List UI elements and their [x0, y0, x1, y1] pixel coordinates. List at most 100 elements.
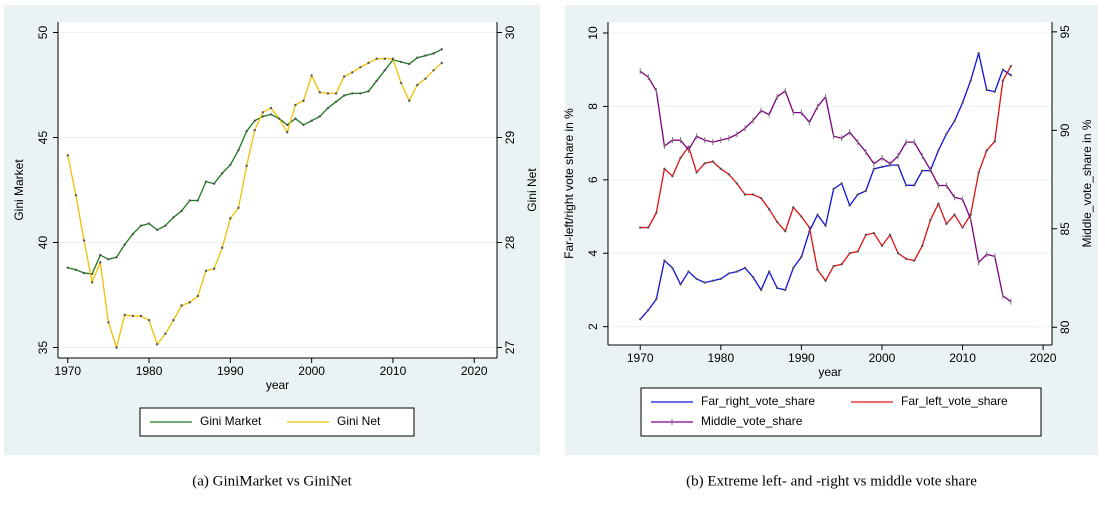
point-marker [671, 174, 674, 178]
point-marker [929, 219, 932, 222]
point-marker [921, 169, 924, 172]
point-marker [391, 57, 395, 60]
y2-axis-title: Gini Net [525, 168, 539, 212]
point-marker [848, 252, 851, 255]
x-axis-title: year [266, 378, 289, 392]
y-axis-title: Gini Market [12, 159, 26, 221]
point-marker [107, 321, 110, 324]
point-marker [131, 314, 134, 318]
point-marker [212, 182, 216, 185]
point-marker [74, 268, 78, 271]
point-marker [832, 264, 835, 268]
point-marker [695, 277, 698, 281]
point-marker [695, 171, 698, 174]
point-marker [985, 149, 988, 152]
point-marker [334, 92, 338, 95]
point-marker [383, 57, 387, 60]
point-marker [164, 224, 167, 227]
point-marker [139, 224, 143, 227]
point-marker [245, 130, 248, 133]
point-marker [155, 228, 159, 232]
point-marker [743, 266, 747, 270]
x-tick-label: 1980 [707, 351, 734, 365]
point-marker [872, 231, 876, 235]
point-marker [1001, 68, 1005, 71]
point-marker [1001, 79, 1005, 82]
y-tick-label: 35 [36, 341, 50, 355]
point-marker [856, 250, 860, 253]
point-marker [743, 193, 747, 196]
point-marker [679, 283, 682, 286]
point-marker [432, 69, 435, 72]
point-marker [864, 233, 868, 237]
y-tick-label: 45 [36, 131, 50, 145]
point-marker [188, 199, 191, 202]
y2-tick-label: 27 [503, 341, 517, 355]
point-marker [123, 243, 126, 246]
point-marker [237, 148, 240, 152]
legend-label: Middle_vote_share [701, 414, 803, 428]
x-tick-label: 1970 [627, 351, 654, 365]
point-marker [204, 180, 208, 183]
point-marker [977, 171, 980, 174]
point-marker [663, 259, 666, 262]
point-marker [888, 233, 892, 237]
point-marker [687, 270, 690, 273]
caption: (a) GiniMarket vs GiniNet [192, 473, 352, 489]
point-marker [408, 62, 411, 66]
y2-tick-label: 90 [1058, 123, 1072, 137]
point-marker [342, 94, 346, 97]
point-marker [286, 131, 289, 134]
point-marker [896, 163, 900, 167]
y2-tick-label: 28 [503, 236, 517, 250]
point-marker [237, 206, 240, 210]
y2-tick-label: 85 [1058, 222, 1072, 236]
point-marker [123, 313, 126, 317]
point-marker [221, 172, 224, 175]
point-marker [719, 167, 723, 171]
point-marker [294, 117, 297, 120]
point-marker [326, 92, 330, 95]
point-marker [302, 123, 305, 127]
point-marker [639, 318, 642, 321]
point-marker [993, 90, 996, 93]
point-marker [440, 48, 443, 51]
point-marker [792, 206, 795, 209]
point-marker [277, 117, 281, 120]
point-marker [880, 165, 884, 169]
point-marker [985, 88, 988, 92]
point-marker [424, 54, 427, 57]
caption: (b) Extreme left- and -right vs middle v… [686, 473, 977, 489]
point-marker [416, 83, 419, 87]
point-marker [318, 91, 321, 94]
point-marker [937, 149, 940, 152]
point-marker [326, 106, 330, 110]
y-axis-title: Far-left/right vote share in % [562, 108, 576, 259]
point-marker [671, 266, 674, 270]
y-tick-label: 10 [586, 26, 600, 40]
point-marker [647, 308, 650, 312]
point-marker [816, 268, 819, 271]
point-marker [115, 346, 118, 349]
y-tick-label: 40 [36, 236, 50, 250]
point-marker [139, 314, 143, 318]
plot-area [608, 22, 1052, 345]
x-tick-label: 1990 [788, 351, 815, 365]
point-marker [711, 160, 714, 163]
point-marker [229, 217, 232, 220]
point-marker [107, 258, 110, 261]
x-tick-label: 2010 [380, 364, 407, 378]
x-tick-label: 2000 [869, 351, 896, 365]
point-marker [937, 202, 940, 205]
point-marker [375, 57, 378, 60]
y2-tick-label: 29 [503, 131, 517, 145]
point-marker [432, 52, 435, 55]
point-marker [245, 164, 248, 168]
x-tick-label: 1990 [217, 364, 244, 378]
point-marker [751, 193, 755, 196]
point-marker [375, 79, 378, 83]
x-tick-label: 2010 [949, 351, 976, 365]
legend-label: Far_left_vote_share [901, 394, 1008, 408]
y2-axis-title: Middle_vote_share in % [1080, 119, 1094, 247]
legend-box [640, 387, 1042, 437]
